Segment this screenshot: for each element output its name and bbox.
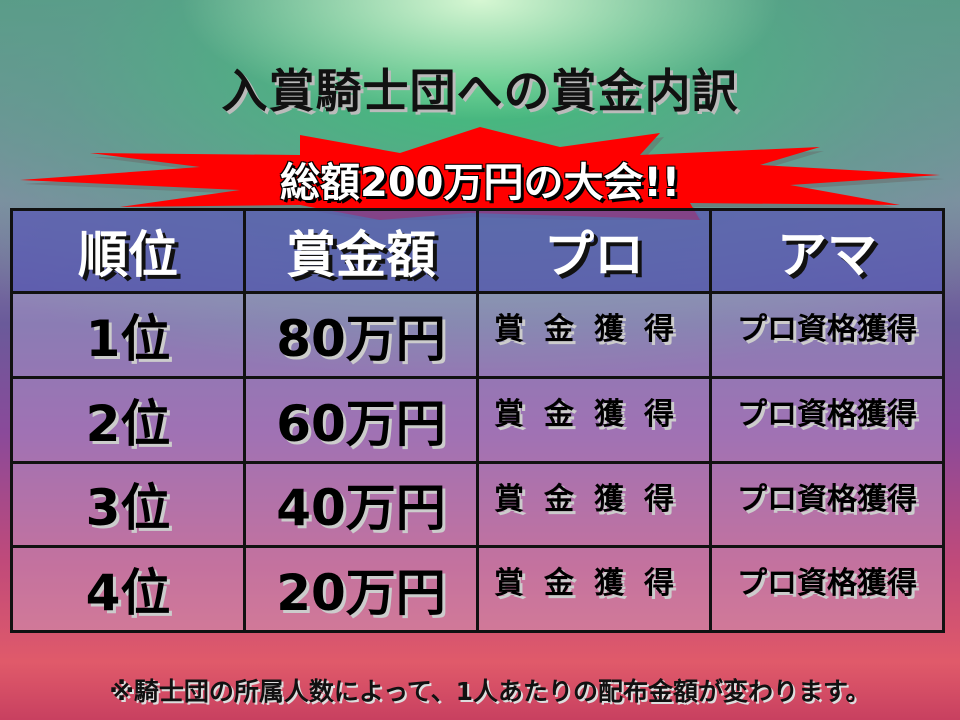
header-rank: 順位 — [10, 208, 246, 294]
pro-cell: 賞金獲得 — [476, 545, 712, 633]
table-row: 2位 60万円 賞金獲得 プロ資格獲得 — [10, 375, 945, 464]
rank-cell: 4位 — [10, 545, 246, 633]
banner-text: 総額200万円の大会!! — [280, 160, 680, 206]
rank-cell: 1位 — [10, 291, 246, 379]
amateur-cell: プロ資格獲得 — [709, 545, 945, 633]
footnote: ※騎士団の所属人数によって、1人あたりの配布金額が変わります。 — [109, 677, 871, 706]
amateur-cell: プロ資格獲得 — [709, 375, 945, 464]
rank-cell: 3位 — [10, 460, 246, 549]
table-row: 3位 40万円 賞金獲得 プロ資格獲得 — [10, 460, 945, 549]
header-amateur: アマ — [709, 208, 945, 294]
pro-cell: 賞金獲得 — [476, 460, 712, 549]
amount-cell: 40万円 — [243, 460, 479, 549]
table-header-row: 順位 賞金額 プロ アマ — [10, 208, 945, 294]
amount-cell: 20万円 — [243, 545, 479, 633]
slide-title: 入賞騎士団への賞金内訳 — [221, 64, 739, 118]
rank-cell: 2位 — [10, 375, 246, 464]
amateur-cell: プロ資格獲得 — [709, 291, 945, 379]
table-row: 4位 20万円 賞金獲得 プロ資格獲得 — [10, 545, 945, 633]
amount-cell: 80万円 — [243, 291, 479, 379]
amount-cell: 60万円 — [243, 375, 479, 464]
pro-cell: 賞金獲得 — [476, 375, 712, 464]
starburst-banner-shape — [20, 127, 944, 220]
prize-table: 順位 賞金額 プロ アマ 1位 80万円 賞金獲得 プロ資格獲得 2位 60万円… — [10, 208, 945, 633]
table-row: 1位 80万円 賞金獲得 プロ資格獲得 — [10, 291, 945, 379]
header-amount: 賞金額 — [243, 208, 479, 294]
pro-cell: 賞金獲得 — [476, 291, 712, 379]
amateur-cell: プロ資格獲得 — [709, 460, 945, 549]
header-pro: プロ — [476, 208, 712, 294]
